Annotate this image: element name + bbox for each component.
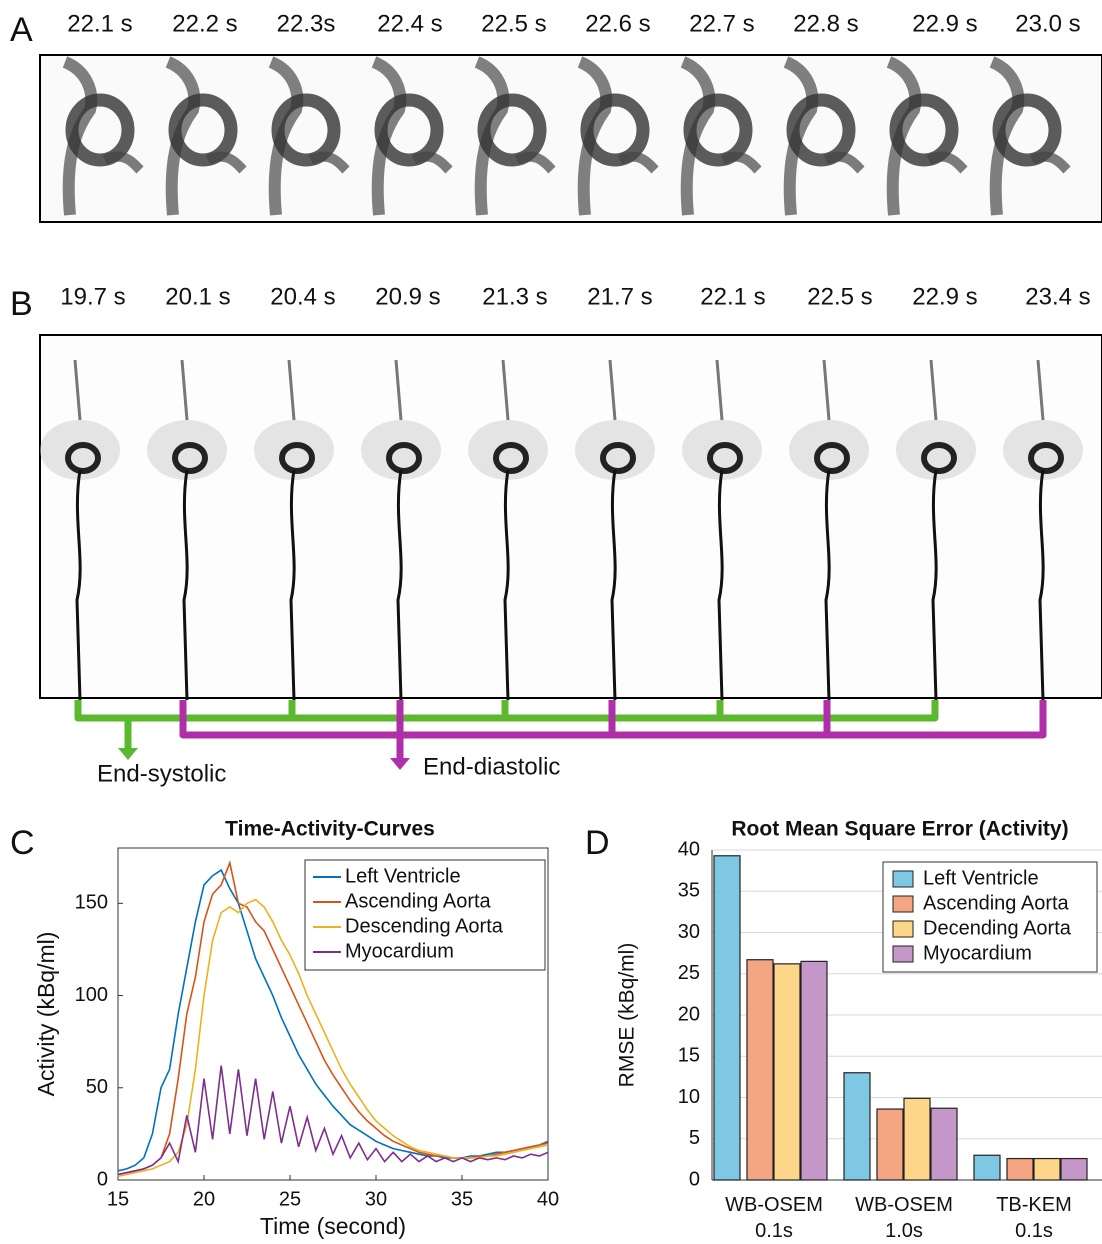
annotation: End-diastolic (423, 753, 560, 780)
y-tick-label: 25 (678, 962, 700, 984)
y-tick-label: 0 (97, 1168, 108, 1190)
arrow (118, 748, 138, 760)
time-label: 21.7 s (587, 283, 652, 310)
y-tick-label: 0 (689, 1168, 700, 1190)
time-label: 22.4 s (377, 10, 442, 37)
time-label: 22.6 s (585, 10, 650, 37)
legend-swatch (893, 946, 913, 962)
time-label: 22.1 s (67, 10, 132, 37)
bar (747, 960, 773, 1180)
y-tick-label: 5 (689, 1127, 700, 1149)
legend-label: Left Ventricle (923, 867, 1039, 889)
bar (974, 1155, 1000, 1180)
legend-label: Left Ventricle (345, 865, 461, 887)
bar (774, 964, 800, 1180)
time-label: 22.5 s (481, 10, 546, 37)
bar (931, 1108, 957, 1180)
bar (714, 856, 740, 1180)
bar (801, 961, 827, 1180)
x-axis-label: Time (second) (260, 1213, 406, 1239)
x-tick-label: 20 (193, 1188, 215, 1210)
bar (844, 1073, 870, 1180)
time-label: 20.4 s (270, 283, 335, 310)
panel-label: D (585, 824, 610, 862)
x-tick-label: TB-KEM 0.1s (974, 1192, 1094, 1244)
y-tick-label: 40 (678, 838, 700, 860)
figure: A B C D End-systolic End-diastolic 22.1 … (0, 0, 1102, 1243)
legend-label: Decending Aorta (923, 917, 1072, 939)
time-label: 22.7 s (689, 10, 754, 37)
legend-swatch (893, 871, 913, 887)
legend-label: Myocardium (923, 942, 1032, 964)
y-axis-label: RMSE (kBq/ml) (616, 943, 639, 1088)
y-tick-label: 50 (86, 1076, 108, 1098)
panel-label: C (10, 824, 35, 862)
x-tick-label: 35 (451, 1188, 473, 1210)
time-label: 22.3s (277, 10, 336, 37)
diastolic-bracket (183, 700, 1043, 760)
time-label: 22.2 s (172, 10, 237, 37)
panel-label: B (10, 285, 33, 323)
y-tick-label: 30 (678, 921, 700, 943)
legend-label: Descending Aorta (345, 915, 504, 937)
x-tick-label: 15 (107, 1188, 129, 1210)
bar (877, 1109, 903, 1180)
page: {"panels": { "A": {"label": "A", "times"… (0, 0, 1102, 1243)
x-tick-label: 25 (279, 1188, 301, 1210)
time-label: 21.3 s (482, 283, 547, 310)
time-label: 22.9 s (912, 10, 977, 37)
y-axis-label: Activity (kBq/ml) (33, 932, 59, 1097)
x-tick-label: WB-OSEM 0.1s (714, 1192, 834, 1244)
time-label: 22.9 s (912, 283, 977, 310)
x-tick-label: WB-OSEM 1.0s (844, 1192, 964, 1244)
chart-title: Root Mean Square Error (Activity) (731, 818, 1068, 841)
x-tick-label: 30 (365, 1188, 387, 1210)
bar (1034, 1159, 1060, 1180)
legend-swatch (893, 896, 913, 912)
panel-b-image (40, 335, 1102, 698)
time-label: 20.9 s (375, 283, 440, 310)
time-label: 22.1 s (700, 283, 765, 310)
systolic-bracket (78, 700, 935, 748)
chart-title: Time-Activity-Curves (225, 818, 435, 841)
annotation: End-systolic (97, 760, 226, 787)
time-label: 19.7 s (60, 283, 125, 310)
arrow (390, 758, 410, 770)
x-tick-label: 40 (537, 1188, 559, 1210)
bar (904, 1098, 930, 1180)
y-tick-label: 150 (75, 892, 108, 914)
legend-swatch (893, 921, 913, 937)
y-tick-label: 20 (678, 1003, 700, 1025)
legend-label: Ascending Aorta (345, 890, 492, 912)
legend-label: Myocardium (345, 940, 454, 962)
legend-label: Ascending Aorta (923, 892, 1070, 914)
time-label: 22.5 s (807, 283, 872, 310)
y-tick-label: 10 (678, 1086, 700, 1108)
panel-label: A (10, 11, 33, 49)
bar (1061, 1159, 1087, 1180)
time-label: 20.1 s (165, 283, 230, 310)
time-label: 22.8 s (793, 10, 858, 37)
bar (1007, 1159, 1033, 1180)
time-label: 23.4 s (1025, 283, 1090, 310)
y-tick-label: 35 (678, 880, 700, 902)
panel-a-image (40, 55, 1102, 222)
time-label: 23.0 s (1015, 10, 1080, 37)
y-tick-label: 100 (75, 984, 108, 1006)
y-tick-label: 15 (678, 1045, 700, 1067)
